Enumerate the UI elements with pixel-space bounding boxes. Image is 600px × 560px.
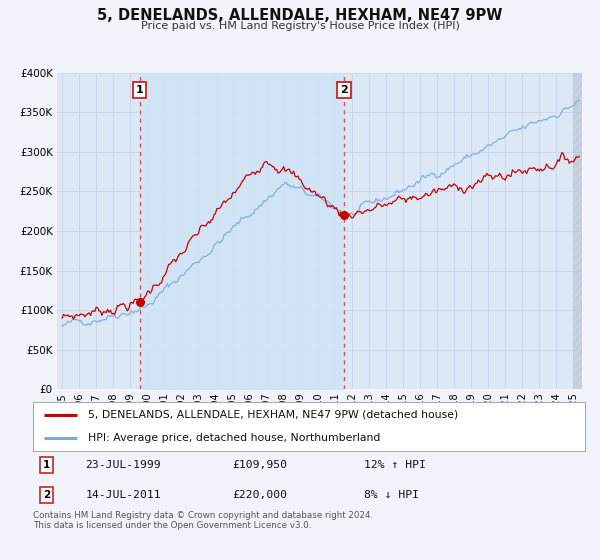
Text: Price paid vs. HM Land Registry's House Price Index (HPI): Price paid vs. HM Land Registry's House … — [140, 21, 460, 31]
Text: Contains HM Land Registry data © Crown copyright and database right 2024.
This d: Contains HM Land Registry data © Crown c… — [33, 511, 373, 530]
Text: 2: 2 — [340, 85, 348, 95]
Text: 5, DENELANDS, ALLENDALE, HEXHAM, NE47 9PW (detached house): 5, DENELANDS, ALLENDALE, HEXHAM, NE47 9P… — [88, 410, 458, 420]
Text: 1: 1 — [136, 85, 143, 95]
Text: 5, DENELANDS, ALLENDALE, HEXHAM, NE47 9PW: 5, DENELANDS, ALLENDALE, HEXHAM, NE47 9P… — [97, 8, 503, 24]
Text: 23-JUL-1999: 23-JUL-1999 — [85, 460, 161, 470]
Text: 12% ↑ HPI: 12% ↑ HPI — [364, 460, 426, 470]
Text: £220,000: £220,000 — [232, 490, 287, 500]
Text: 1: 1 — [43, 460, 50, 470]
Text: 14-JUL-2011: 14-JUL-2011 — [85, 490, 161, 500]
Text: 8% ↓ HPI: 8% ↓ HPI — [364, 490, 419, 500]
Text: £109,950: £109,950 — [232, 460, 287, 470]
Text: 2: 2 — [43, 490, 50, 500]
Text: HPI: Average price, detached house, Northumberland: HPI: Average price, detached house, Nort… — [88, 433, 380, 444]
